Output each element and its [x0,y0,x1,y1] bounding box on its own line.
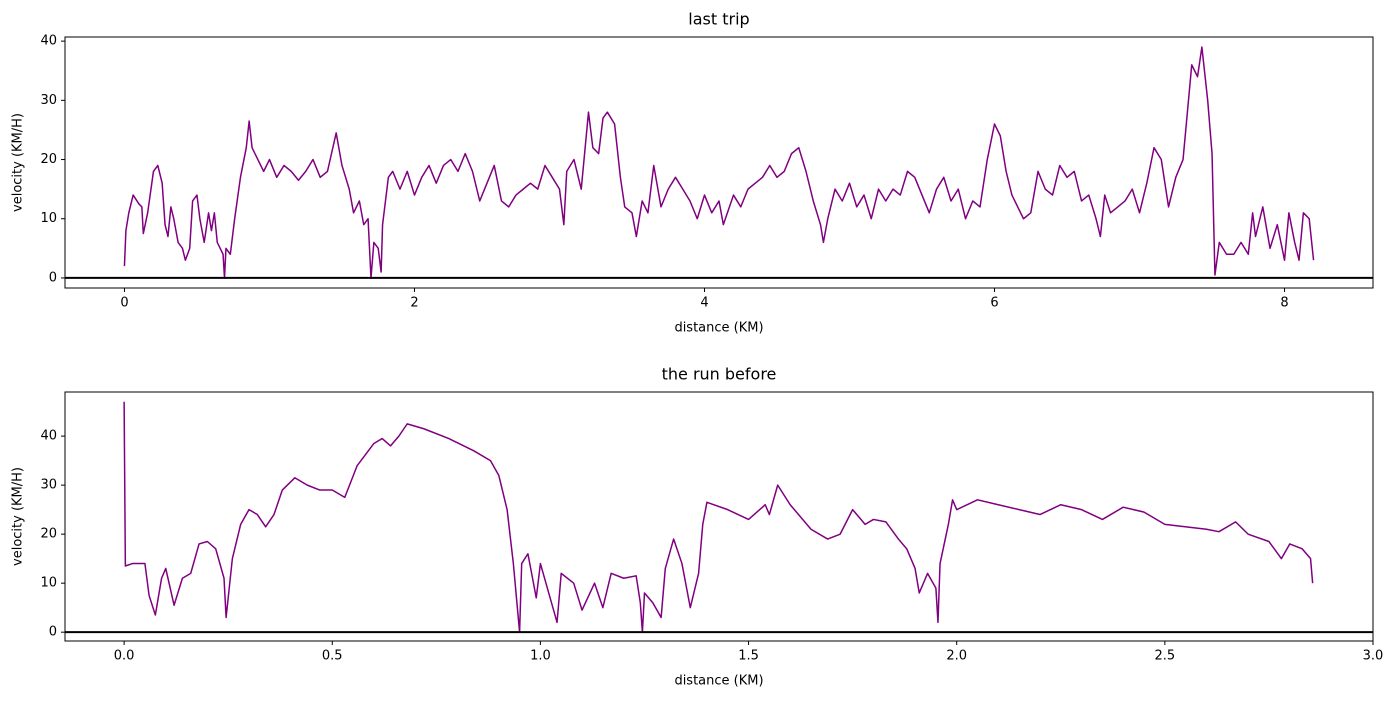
y-tick-label: 10 [40,211,57,226]
x-tick-label: 6 [990,296,998,311]
x-tick-label: 3.0 [1363,649,1384,664]
x-tick-label: 1.5 [738,649,759,664]
y-tick-label: 10 [40,576,57,591]
axes-frame [64,36,1374,289]
subplot: the run before distance (KM) velocity (KM/… [11,365,1384,689]
x-tick-label: 2.0 [946,649,967,664]
data-line [123,46,1315,279]
y-axis-label: velocity (KM/H) [11,113,26,212]
y-tick-label: 30 [40,93,57,108]
x-tick-label: 0.0 [114,649,135,664]
x-tick-label: 8 [1280,296,1288,311]
y-tick-label: 40 [40,429,57,444]
x-tick-label: 2 [410,296,418,311]
x-axis-label: distance (KM) [674,674,763,689]
x-tick-label: 1.0 [530,649,551,664]
y-tick-label: 30 [40,478,57,493]
x-axis-label: distance (KM) [674,321,763,336]
chart-title: the run before [662,365,777,384]
y-axis-label: velocity (KM/H) [11,467,26,566]
chart-title: last trip [688,10,749,29]
x-tick-label: 0.5 [322,649,343,664]
y-tick-label: 0 [49,625,57,640]
y-tick-label: 0 [49,270,57,285]
x-tick-label: 0 [120,296,128,311]
subplot: last trip distance (KM) velocity (KM/H) 0 2 4… [11,10,1374,336]
data-line [123,401,1314,633]
x-tick-label: 2.5 [1155,649,1176,664]
y-tick-label: 20 [40,527,57,542]
axes-frame [64,391,1374,642]
x-tick-label: 4 [700,296,708,311]
y-tick-label: 20 [40,152,57,167]
y-tick-label: 40 [40,34,57,49]
